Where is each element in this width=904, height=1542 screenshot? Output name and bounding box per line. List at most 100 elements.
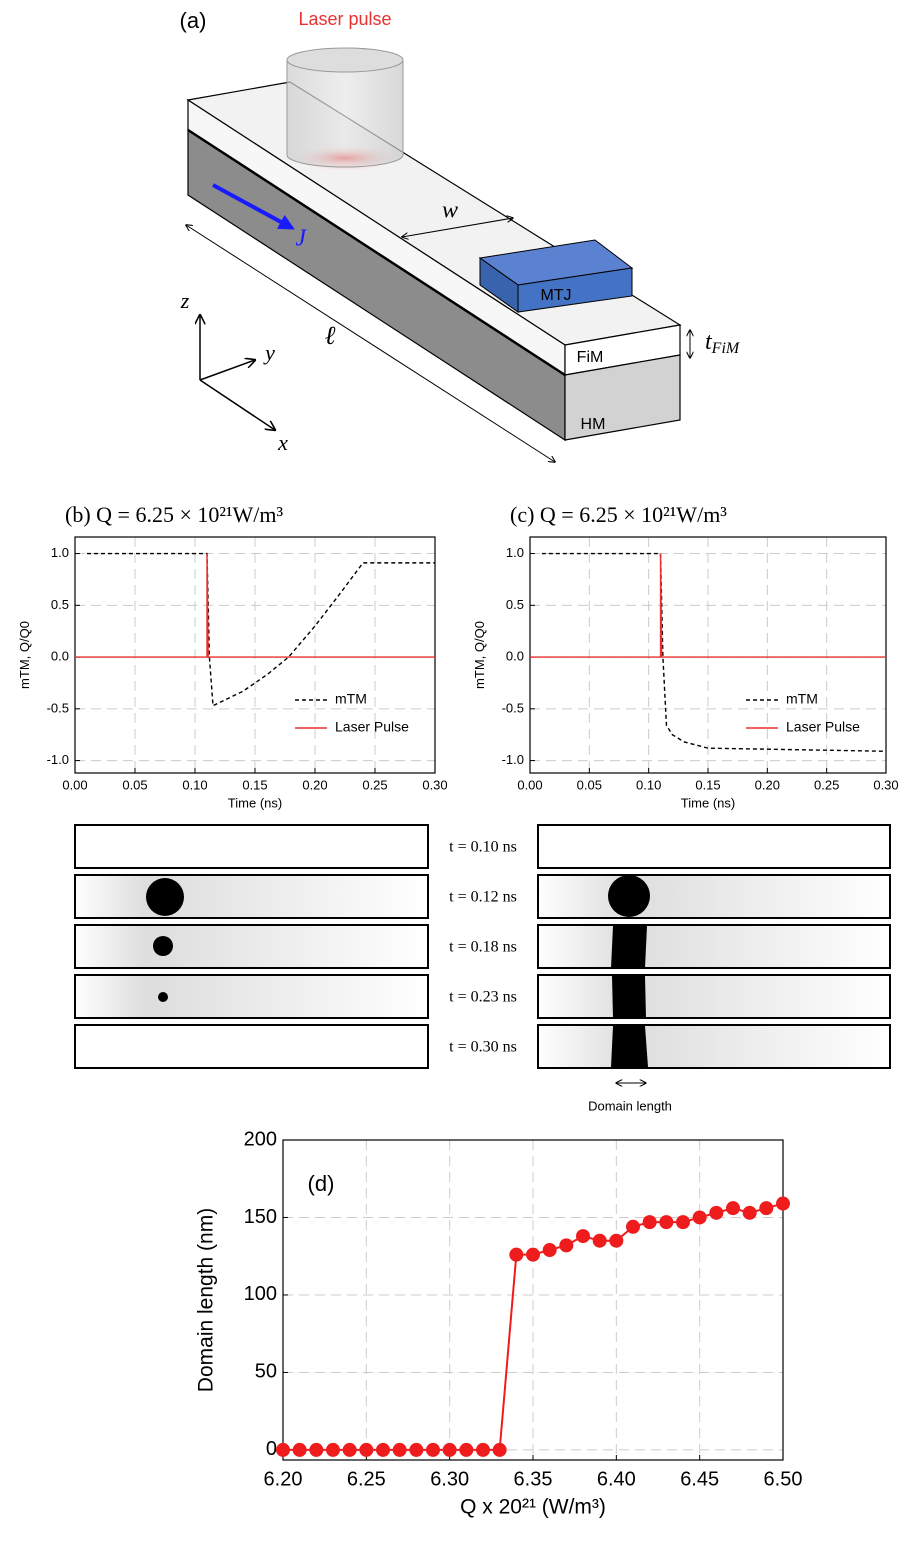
data-point	[442, 1442, 457, 1457]
y-tick-label: 0.5	[51, 597, 69, 612]
data-point	[376, 1442, 390, 1457]
data-point	[676, 1215, 690, 1230]
snapshot-frame	[537, 924, 891, 969]
x-tick-label: 6.40	[597, 1468, 636, 1490]
plot-frame	[74, 536, 436, 774]
data-point	[426, 1442, 440, 1457]
data-point	[592, 1233, 607, 1248]
data-point	[559, 1238, 574, 1253]
length-arrow	[186, 225, 555, 462]
data-point	[309, 1442, 324, 1457]
laser-beam-top	[286, 47, 404, 73]
axis-label: z	[180, 288, 190, 313]
x-tick-label: 0.20	[755, 777, 780, 792]
time-label: t = 0.23 ns	[449, 989, 517, 1006]
time-label: t = 0.10 ns	[449, 839, 517, 856]
data-point	[709, 1205, 724, 1220]
legend-label: Laser Pulse	[335, 719, 409, 735]
domain	[158, 992, 168, 1002]
data-point	[392, 1442, 407, 1457]
chart: 0.00 0.05 0.10 0.15 0.20 0.25 0.30 -1.0 -0.5 0.0 0…	[472, 502, 899, 811]
x-tick-label: 0.00	[517, 777, 542, 792]
chart: 6.20 6.25 6.30 6.35 6.40 6.45 6.50 0 50 100 150 200…	[195, 1128, 803, 1518]
x-tick-label: 0.10	[636, 777, 661, 792]
y-tick-label: 0.0	[51, 649, 69, 664]
snapshot-frame	[74, 924, 429, 969]
x-tick-label: 0.10	[182, 777, 207, 792]
length-label: ℓ	[325, 321, 336, 350]
y-tick-label: -0.5	[47, 700, 69, 715]
laser-label: Laser pulse	[298, 9, 391, 29]
x-tick-label: 0.15	[242, 777, 267, 792]
fim-label: FiM	[577, 349, 604, 366]
x-tick-label: 0.00	[62, 777, 87, 792]
domain	[608, 875, 650, 917]
mtj-label: MTJ	[540, 287, 571, 304]
data-point	[276, 1442, 290, 1457]
chart-title: (b) Q = 6.25 × 10²¹W/m³	[65, 502, 284, 527]
y-tick-label: 1.0	[51, 545, 69, 560]
data-point	[609, 1233, 624, 1248]
x-tick-label: 0.30	[873, 777, 898, 792]
y-tick-label: 50	[255, 1361, 277, 1383]
data-point	[776, 1196, 790, 1211]
axis-arrow	[199, 379, 275, 430]
data-point	[326, 1442, 340, 1457]
current-arrow	[212, 183, 295, 230]
x-tick-label: 0.20	[302, 777, 327, 792]
hm-end	[564, 354, 681, 441]
data-line	[75, 553, 435, 658]
x-tick-label: 6.35	[514, 1468, 553, 1490]
x-tick-label: 0.15	[695, 777, 720, 792]
plot-frame	[529, 536, 887, 774]
y-tick-label: 0.0	[506, 649, 524, 664]
data-point	[759, 1201, 774, 1216]
snapshot-frame	[74, 874, 429, 919]
axis-label: x	[277, 430, 288, 455]
data-point	[726, 1201, 740, 1216]
chart-title: (c) Q = 6.25 × 10²¹W/m³	[510, 502, 727, 527]
x-axis-label: Q x 20²¹ (W/m³)	[460, 1496, 606, 1519]
data-line	[541, 552, 887, 752]
domain-length-label: Domain length	[588, 1098, 672, 1113]
x-tick-label: 6.50	[764, 1468, 803, 1490]
y-tick-label: -1.0	[47, 752, 69, 767]
snapshot-frame	[537, 974, 891, 1019]
data-point	[459, 1442, 474, 1457]
axis-arrow	[199, 360, 255, 381]
x-tick-label: 6.25	[347, 1468, 386, 1490]
data-point	[509, 1247, 524, 1262]
y-tick-label: 0	[266, 1438, 277, 1460]
legend-label: mTM	[786, 691, 818, 707]
time-label: t = 0.12 ns	[449, 889, 517, 906]
snapshot-frame	[537, 824, 891, 869]
x-tick-label: 6.45	[680, 1468, 719, 1490]
hm-label: HM	[581, 416, 606, 433]
data-point	[342, 1442, 357, 1457]
domain	[146, 878, 184, 916]
plot-frame	[282, 1139, 784, 1461]
chart: 0.00 0.05 0.10 0.15 0.20 0.25 0.30 -1.0 -0.5 0.0 0…	[17, 502, 448, 811]
panel-label: (a)	[180, 8, 207, 33]
data-line	[530, 553, 886, 658]
device-diagram: (a) Laser pulse w J⃗ MTJ FiM HM tFiM ℓ z…	[180, 8, 741, 462]
x-axis-label: Time (ns)	[681, 796, 735, 811]
domain	[153, 936, 173, 956]
thickness-symbol: t	[705, 329, 713, 355]
y-axis-label: mTM, Q/Q0	[17, 621, 32, 689]
data-point	[742, 1205, 757, 1220]
x-tick-label: 6.30	[430, 1468, 469, 1490]
y-axis-label: mTM, Q/Q0	[472, 621, 487, 689]
data-point	[409, 1442, 424, 1457]
domain	[611, 926, 648, 1067]
legend-label: mTM	[335, 691, 367, 707]
data-point	[292, 1442, 307, 1457]
y-tick-label: 1.0	[506, 545, 524, 560]
legend-label: Laser Pulse	[786, 719, 860, 735]
annotation: (d)	[308, 1171, 335, 1196]
x-tick-label: 6.20	[264, 1468, 303, 1490]
x-tick-label: 0.25	[362, 777, 387, 792]
data-point	[576, 1229, 590, 1244]
data-point	[542, 1243, 557, 1258]
